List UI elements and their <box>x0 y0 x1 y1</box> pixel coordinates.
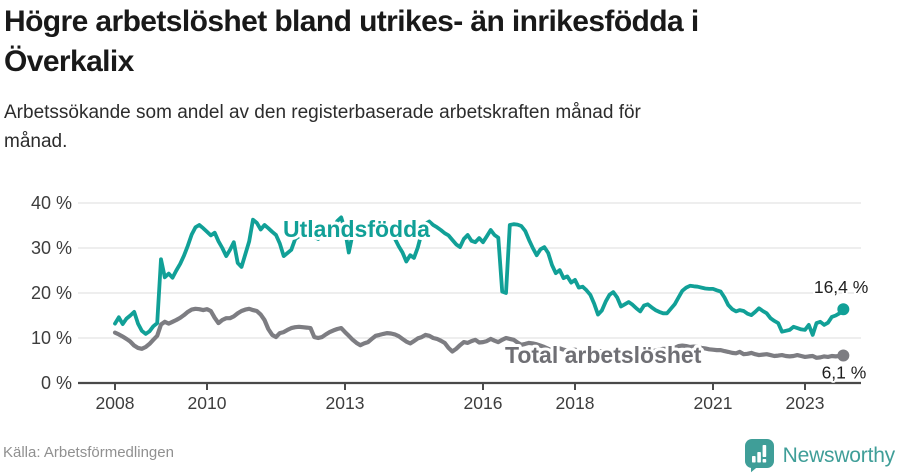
x-tick-label: 2010 <box>188 393 227 413</box>
x-tick-label: 2008 <box>96 393 135 413</box>
series-end-value-total-arbetsl-shet: 6,1 % <box>822 363 867 383</box>
series-line-utlandsf-dda <box>113 215 846 337</box>
series-name-label-total-arbetsl-shet: Total arbetslöshet <box>505 342 702 368</box>
x-tick-label: 2023 <box>786 393 825 413</box>
brand-wordmark: Newsworthy <box>782 443 896 467</box>
chart-subtitle: Arbetssökande som andel av den registerb… <box>4 102 641 152</box>
x-tick-label: 2013 <box>326 393 365 413</box>
x-tick-label: 2016 <box>464 393 503 413</box>
y-tick-label: 10 % <box>31 328 72 348</box>
y-tick-label: 20 % <box>31 283 72 303</box>
series-name-label-utlandsf-dda: Utlandsfödda <box>283 216 430 242</box>
newsworthy-barchart-icon <box>744 439 774 473</box>
y-tick-label: 40 % <box>31 193 72 213</box>
newsworthy-logo: Newsworthy <box>744 438 895 473</box>
x-tick-label: 2018 <box>556 393 595 413</box>
x-tick-label: 2021 <box>694 393 733 413</box>
series-end-value-utlandsf-dda: 16,4 % <box>814 277 868 297</box>
series-end-dot-utlandsf-dda <box>837 303 850 316</box>
page-title: Högre arbetslöshet bland utrikes- än inr… <box>4 5 699 78</box>
y-tick-label: 0 % <box>41 373 72 393</box>
y-tick-label: 30 % <box>31 238 72 258</box>
series-line-total-arbetsl-shet <box>112 306 846 360</box>
source-note: Källa: Arbetsförmedlingen <box>3 444 174 461</box>
series-end-dot-total-arbetsl-shet <box>837 349 850 362</box>
